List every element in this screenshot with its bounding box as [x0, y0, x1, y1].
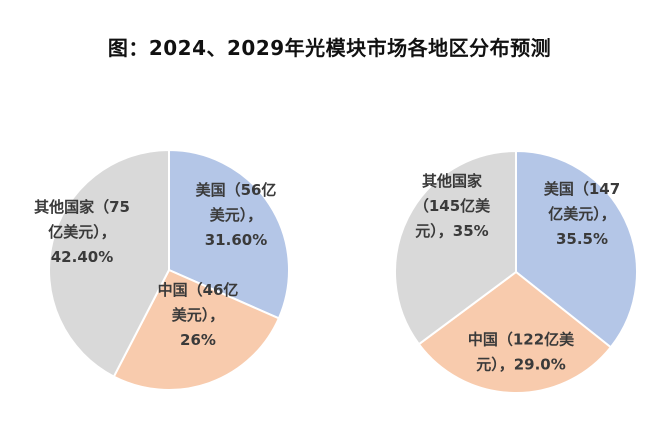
label-china: 中国（122亿美元），29.0%	[468, 331, 575, 374]
slice-other	[394, 149, 517, 346]
label-line: 美国（147	[544, 180, 620, 198]
label-line: 元），35%	[415, 222, 488, 240]
label-line: 中国（122亿美	[468, 331, 575, 349]
label-line: （145亿美	[414, 197, 491, 215]
label-other: 其他国家 （145亿美元），35%	[414, 172, 491, 240]
slice-us	[168, 148, 290, 320]
slice-china	[417, 270, 613, 394]
label-line: 其他国家	[422, 172, 482, 190]
label-line: 美元），	[172, 306, 225, 324]
slice-china	[112, 268, 281, 391]
label-line: 26%	[180, 331, 216, 349]
label-china: 中国（46亿美元）， 26%	[158, 281, 239, 349]
chart-title: 图：2024、2029年光模块市场各地区分布预测	[107, 36, 552, 60]
label-line: 31.60%	[205, 231, 267, 249]
label-other: 其他国家（75 亿美元）， 42.40%	[34, 198, 130, 266]
label-line: 35.5%	[556, 230, 608, 248]
label-line: 美元），	[210, 206, 263, 224]
label-line: 中国（46亿	[158, 281, 239, 299]
label-line: 其他国家（75	[34, 198, 130, 216]
label-us: 美国（56亿美元）， 31.60%	[196, 181, 277, 249]
label-line: 亿美元），	[548, 205, 616, 223]
label-us: 美国（147 亿美元）， 35.5%	[544, 180, 620, 248]
slice-other	[48, 148, 170, 378]
label-line: 42.40%	[51, 248, 113, 266]
label-line: 美国（56亿	[196, 181, 277, 199]
slice-us	[515, 149, 638, 349]
label-line: 元），29.0%	[476, 356, 566, 374]
label-line: 亿美元），	[48, 223, 116, 241]
